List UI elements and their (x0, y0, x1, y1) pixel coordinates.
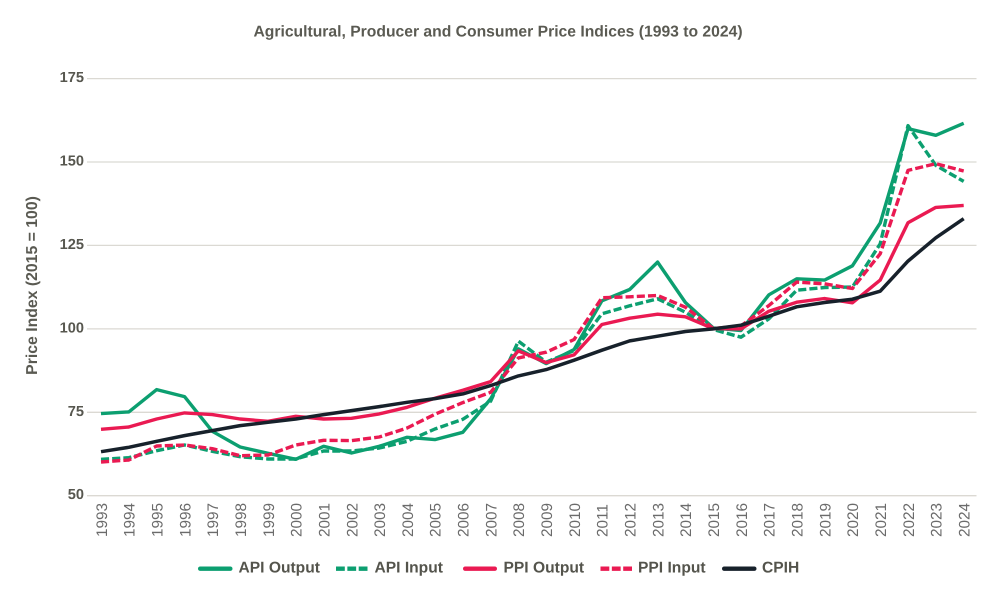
svg-text:2022: 2022 (901, 503, 918, 537)
svg-text:2003: 2003 (372, 503, 389, 537)
svg-text:Agricultural, Producer and Con: Agricultural, Producer and Consumer Pric… (253, 23, 742, 40)
svg-text:Price Index (2015 = 100): Price Index (2015 = 100) (24, 196, 41, 375)
svg-text:PPI Input: PPI Input (638, 559, 706, 576)
svg-text:150: 150 (60, 154, 84, 170)
svg-text:2023: 2023 (929, 503, 946, 537)
svg-text:1995: 1995 (150, 503, 167, 537)
svg-text:PPI Output: PPI Output (504, 559, 585, 576)
svg-text:2015: 2015 (706, 503, 723, 537)
svg-text:75: 75 (68, 404, 84, 420)
svg-text:2018: 2018 (790, 503, 807, 537)
svg-text:175: 175 (60, 70, 84, 86)
svg-text:100: 100 (60, 320, 84, 336)
svg-text:125: 125 (60, 237, 84, 253)
svg-text:2017: 2017 (762, 503, 779, 537)
svg-text:2004: 2004 (400, 502, 417, 537)
svg-text:1997: 1997 (205, 503, 222, 537)
svg-text:1994: 1994 (122, 502, 139, 537)
svg-text:2010: 2010 (567, 503, 584, 537)
svg-text:2014: 2014 (678, 502, 695, 537)
svg-text:2006: 2006 (456, 503, 473, 537)
svg-text:1998: 1998 (233, 503, 250, 537)
svg-text:2019: 2019 (817, 503, 834, 537)
svg-text:2008: 2008 (511, 503, 528, 537)
svg-text:2012: 2012 (623, 503, 640, 537)
svg-text:API Input: API Input (375, 559, 443, 576)
svg-text:1999: 1999 (261, 503, 278, 537)
svg-text:50: 50 (68, 487, 84, 503)
svg-text:2009: 2009 (539, 503, 556, 537)
svg-text:2016: 2016 (734, 503, 751, 537)
svg-text:2011: 2011 (595, 504, 612, 537)
svg-text:2005: 2005 (428, 503, 445, 537)
svg-text:2024: 2024 (957, 502, 974, 537)
svg-text:2000: 2000 (289, 503, 306, 537)
svg-text:1993: 1993 (94, 503, 111, 537)
svg-text:2007: 2007 (483, 503, 500, 537)
svg-text:2002: 2002 (344, 503, 361, 537)
svg-text:CPIH: CPIH (762, 559, 799, 576)
svg-text:2013: 2013 (650, 503, 667, 537)
svg-text:2020: 2020 (845, 503, 862, 537)
svg-text:API Output: API Output (239, 559, 320, 576)
svg-text:2021: 2021 (873, 503, 890, 537)
svg-text:2001: 2001 (316, 503, 333, 537)
svg-text:1996: 1996 (177, 503, 194, 537)
